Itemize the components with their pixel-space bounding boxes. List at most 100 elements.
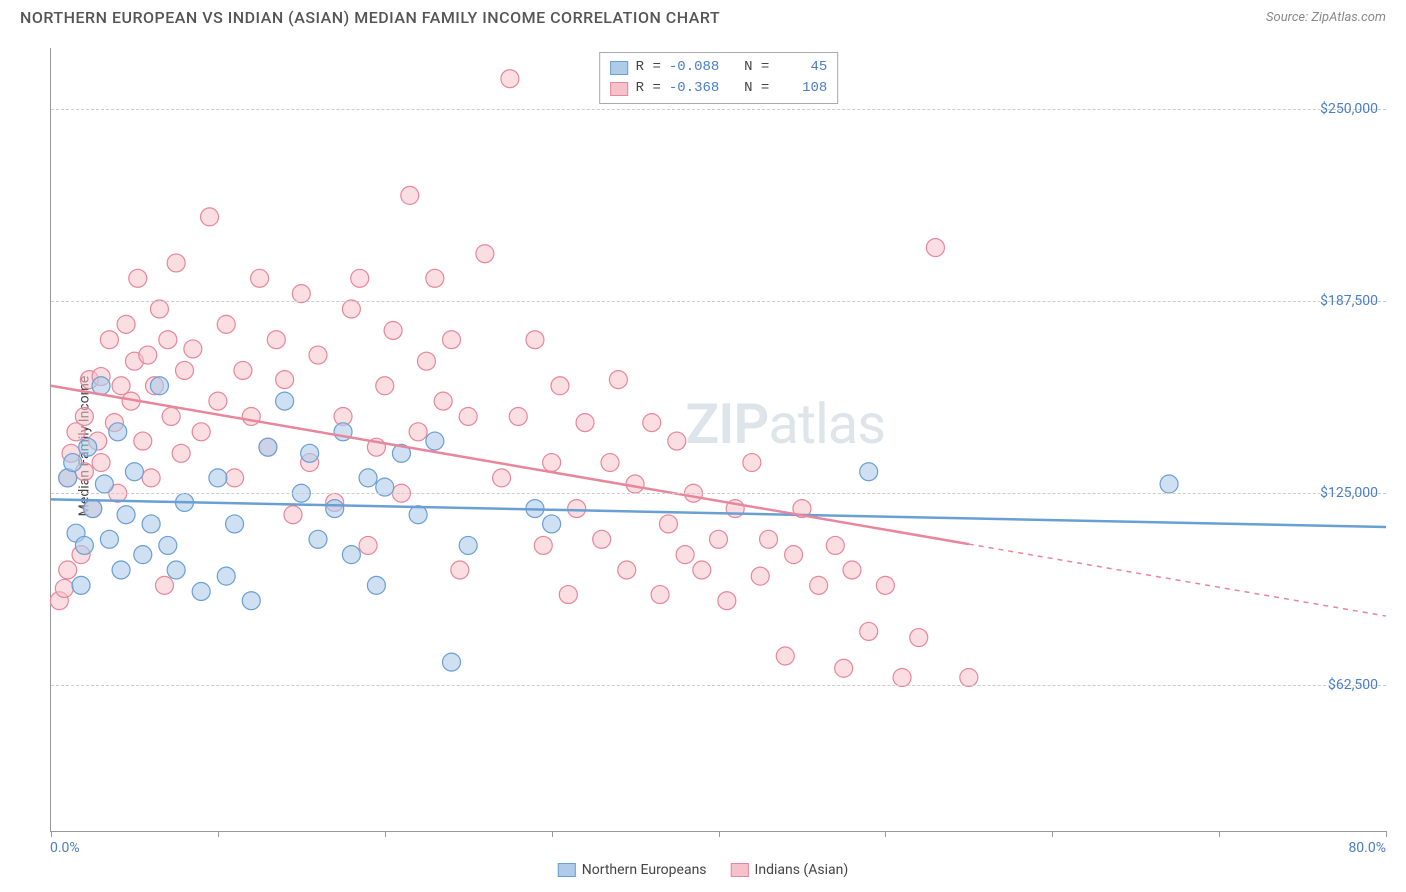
- data-point: [209, 469, 227, 487]
- data-point: [910, 629, 928, 647]
- legend-swatch: [558, 863, 576, 877]
- source-attribution: Source: ZipAtlas.com: [1266, 10, 1386, 25]
- correlation-legend: R = -0.088 N = 45R = -0.368 N = 108: [599, 52, 839, 104]
- gridline: [51, 685, 1386, 686]
- data-point: [109, 423, 127, 441]
- data-point: [451, 561, 469, 579]
- data-point: [785, 546, 803, 564]
- data-point: [201, 208, 219, 226]
- legend-series-label: Indians (Asian): [755, 862, 849, 878]
- data-point: [134, 546, 152, 564]
- x-axis-min-label: 0.0%: [50, 840, 80, 856]
- data-point: [668, 432, 686, 450]
- legend-n-label: N =: [727, 57, 769, 78]
- data-point: [443, 653, 461, 671]
- data-point: [417, 352, 435, 370]
- data-point: [743, 454, 761, 472]
- data-point: [172, 444, 190, 462]
- data-point: [139, 346, 157, 364]
- data-point: [409, 423, 427, 441]
- data-point: [309, 530, 327, 548]
- data-point: [75, 407, 93, 425]
- data-point: [576, 414, 594, 432]
- gridline: [51, 301, 1386, 302]
- data-point: [359, 469, 377, 487]
- x-tick: [1386, 831, 1387, 837]
- data-point: [860, 463, 878, 481]
- x-tick: [1219, 831, 1220, 837]
- data-point: [276, 392, 294, 410]
- data-point: [384, 322, 402, 340]
- trend-line: [51, 499, 1386, 527]
- data-point: [342, 546, 360, 564]
- legend-swatch: [610, 82, 628, 96]
- legend-row: R = -0.088 N = 45: [610, 57, 828, 78]
- data-point: [342, 300, 360, 318]
- data-point: [92, 454, 110, 472]
- data-point: [309, 346, 327, 364]
- legend-n-value: 108: [777, 78, 827, 99]
- data-point: [676, 546, 694, 564]
- legend-row: R = -0.368 N = 108: [610, 78, 828, 99]
- data-point: [1160, 475, 1178, 493]
- data-point: [551, 377, 569, 395]
- data-point: [359, 536, 377, 554]
- data-point: [84, 500, 102, 518]
- data-point: [55, 579, 73, 597]
- data-point: [693, 561, 711, 579]
- x-tick: [552, 831, 553, 837]
- data-point: [95, 475, 113, 493]
- data-point: [426, 432, 444, 450]
- data-point: [134, 432, 152, 450]
- y-tick-label: $250,000: [1320, 101, 1378, 117]
- data-point: [609, 371, 627, 389]
- data-point: [79, 438, 97, 456]
- data-point: [112, 377, 130, 395]
- data-point: [493, 469, 511, 487]
- data-point: [626, 475, 644, 493]
- data-point: [534, 536, 552, 554]
- data-point: [176, 361, 194, 379]
- data-point: [234, 361, 252, 379]
- data-point: [142, 515, 160, 533]
- data-point: [155, 576, 173, 594]
- y-tick-label: $187,500: [1320, 293, 1378, 309]
- data-point: [125, 463, 143, 481]
- data-point: [618, 561, 636, 579]
- data-point: [64, 454, 82, 472]
- data-point: [59, 561, 77, 579]
- x-tick: [385, 831, 386, 837]
- data-point: [659, 515, 677, 533]
- data-point: [284, 506, 302, 524]
- data-point: [367, 576, 385, 594]
- y-tick-label: $125,000: [1320, 485, 1378, 501]
- trend-line: [51, 386, 969, 544]
- data-point: [459, 407, 477, 425]
- gridline: [51, 109, 1386, 110]
- data-point: [292, 285, 310, 303]
- data-point: [526, 331, 544, 349]
- data-point: [162, 407, 180, 425]
- data-point: [150, 300, 168, 318]
- data-point: [226, 469, 244, 487]
- data-point: [960, 668, 978, 686]
- data-point: [926, 239, 944, 257]
- data-point: [301, 444, 319, 462]
- data-point: [117, 315, 135, 333]
- data-point: [876, 576, 894, 594]
- data-point: [117, 506, 135, 524]
- data-point: [593, 530, 611, 548]
- data-point: [434, 392, 452, 410]
- data-point: [259, 438, 277, 456]
- data-point: [242, 407, 260, 425]
- data-point: [760, 530, 778, 548]
- data-point: [75, 536, 93, 554]
- data-point: [72, 576, 90, 594]
- legend-series-item: Indians (Asian): [731, 862, 849, 878]
- data-point: [217, 567, 235, 585]
- data-point: [710, 530, 728, 548]
- data-point: [509, 407, 527, 425]
- data-point: [810, 576, 828, 594]
- data-point: [643, 414, 661, 432]
- legend-r-value: -0.088: [669, 57, 719, 78]
